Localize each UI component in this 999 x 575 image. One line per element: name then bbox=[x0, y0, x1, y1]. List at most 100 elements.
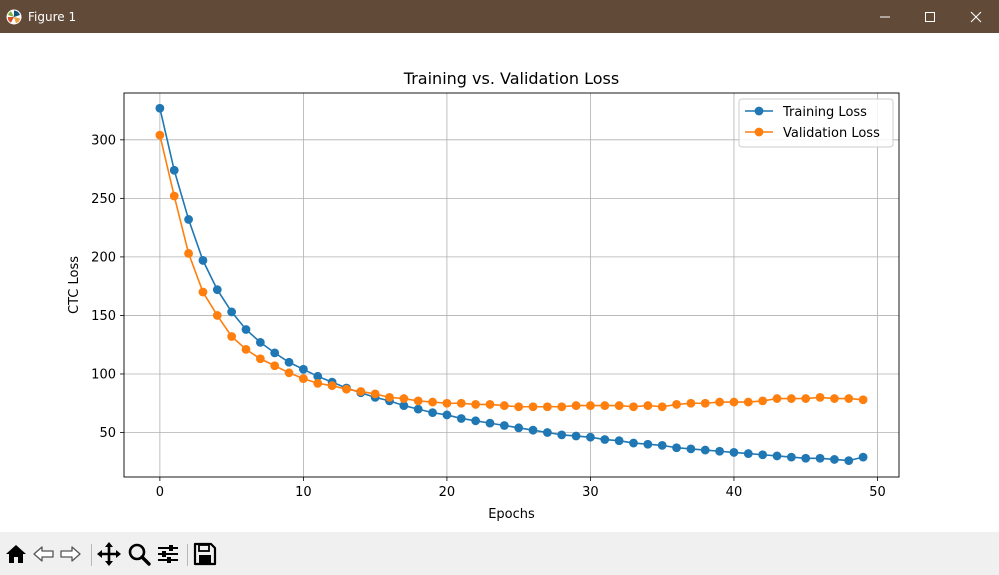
legend-marker bbox=[754, 127, 764, 137]
legend bbox=[738, 98, 894, 148]
validation-loss-point bbox=[629, 402, 638, 412]
chart-title: Training vs. Validation Loss bbox=[403, 69, 619, 88]
validation-loss-point bbox=[227, 332, 237, 341]
close-icon bbox=[970, 11, 982, 23]
validation-loss-point bbox=[657, 402, 667, 412]
figure-canvas[interactable]: 0 10 20 30 40 50 50 100 150 200 250 300 Training vs.… bbox=[0, 33, 999, 532]
training-loss-point bbox=[155, 103, 165, 113]
training-loss-point bbox=[614, 436, 624, 446]
training-loss-point bbox=[485, 418, 495, 428]
legend-label: Validation Loss bbox=[783, 126, 880, 141]
training-loss-point bbox=[428, 408, 437, 418]
validation-loss-point bbox=[471, 400, 481, 409]
training-loss-point bbox=[198, 256, 208, 265]
training-loss-point bbox=[298, 364, 308, 374]
validation-loss-point bbox=[643, 401, 653, 410]
title-bar: Figure 1 bbox=[0, 0, 999, 33]
validation-loss-point bbox=[586, 401, 595, 410]
training-loss-point bbox=[643, 439, 653, 449]
save-icon bbox=[193, 542, 217, 566]
x-axis-label: Epochs bbox=[488, 507, 535, 522]
training-loss-point bbox=[413, 404, 423, 414]
navigation-toolbar bbox=[0, 532, 999, 575]
training-loss-point bbox=[715, 446, 725, 456]
validation-loss-point bbox=[743, 397, 753, 407]
training-loss-point bbox=[514, 423, 524, 433]
training-loss-point bbox=[629, 438, 638, 448]
configure-subplots-icon bbox=[158, 545, 178, 563]
minimize-icon bbox=[880, 16, 890, 18]
pan-button[interactable] bbox=[96, 541, 122, 567]
training-loss-point bbox=[284, 357, 294, 367]
validation-loss-point bbox=[542, 402, 552, 412]
window-title: Figure 1 bbox=[28, 10, 77, 24]
maximize-icon bbox=[925, 12, 935, 22]
training-loss-point bbox=[758, 450, 768, 460]
training-loss-point bbox=[542, 428, 552, 437]
y-tick-label: 200 bbox=[91, 250, 116, 265]
validation-loss-point bbox=[600, 401, 610, 410]
validation-loss-point bbox=[255, 354, 265, 364]
maximize-button[interactable] bbox=[907, 0, 953, 33]
validation-loss-point bbox=[729, 397, 739, 407]
training-loss-point bbox=[772, 451, 782, 461]
toolbar-separator bbox=[91, 544, 92, 566]
validation-loss-point bbox=[758, 396, 768, 406]
configure-subplots-button[interactable] bbox=[155, 541, 181, 567]
training-loss-point bbox=[571, 431, 581, 441]
validation-loss-point bbox=[844, 394, 854, 403]
validation-loss-point bbox=[327, 381, 337, 391]
validation-loss-point bbox=[169, 191, 179, 201]
training-loss-point bbox=[557, 430, 567, 440]
loss-chart: 0 10 20 30 40 50 50 100 150 200 250 300 Training vs.… bbox=[67, 69, 900, 522]
validation-loss-point bbox=[614, 401, 624, 410]
validation-loss-point bbox=[284, 368, 294, 378]
forward-icon bbox=[60, 546, 81, 562]
validation-loss-point bbox=[212, 311, 222, 320]
back-button[interactable] bbox=[31, 541, 57, 567]
training-loss-point bbox=[212, 285, 222, 295]
validation-loss-point bbox=[456, 398, 466, 408]
y-axis-label: CTC Loss bbox=[67, 256, 82, 314]
y-tick-label: 50 bbox=[99, 426, 116, 441]
validation-loss-point bbox=[356, 387, 366, 396]
training-loss-point bbox=[686, 444, 696, 454]
training-loss-point bbox=[499, 421, 509, 430]
training-loss-point bbox=[672, 443, 681, 453]
home-button[interactable] bbox=[3, 541, 29, 567]
training-loss-point bbox=[528, 425, 538, 435]
validation-loss-point bbox=[385, 392, 394, 402]
plot-area bbox=[124, 93, 899, 477]
x-tick-label: 10 bbox=[295, 485, 312, 500]
validation-loss-point bbox=[241, 344, 251, 354]
training-loss-point bbox=[456, 414, 466, 423]
validation-loss-point bbox=[858, 395, 868, 405]
matplotlib-icon bbox=[6, 9, 22, 25]
save-button[interactable] bbox=[192, 541, 218, 567]
zoom-button[interactable] bbox=[126, 541, 152, 567]
x-tick-label: 30 bbox=[582, 485, 599, 500]
validation-loss-point bbox=[370, 389, 380, 399]
toolbar-separator bbox=[187, 544, 188, 566]
y-tick-label: 300 bbox=[91, 133, 116, 148]
training-loss-point bbox=[184, 215, 193, 224]
training-loss-point bbox=[255, 337, 265, 347]
training-loss-point bbox=[241, 325, 251, 334]
validation-loss-point bbox=[298, 374, 308, 384]
validation-loss-point bbox=[514, 402, 524, 412]
validation-loss-point bbox=[413, 396, 423, 406]
training-loss-point bbox=[313, 371, 323, 381]
training-loss-point bbox=[844, 456, 854, 466]
minimize-button[interactable] bbox=[862, 0, 908, 33]
validation-loss-point bbox=[557, 402, 567, 412]
y-tick-label: 250 bbox=[91, 192, 116, 207]
validation-loss-point bbox=[270, 361, 280, 371]
y-tick-label: 100 bbox=[91, 367, 116, 382]
back-icon bbox=[33, 546, 54, 562]
validation-loss-point bbox=[399, 394, 409, 403]
training-loss-point bbox=[586, 432, 595, 442]
validation-loss-point bbox=[198, 287, 208, 297]
close-button[interactable] bbox=[953, 0, 999, 33]
forward-button[interactable] bbox=[57, 541, 83, 567]
y-tick-label: 150 bbox=[91, 309, 116, 324]
